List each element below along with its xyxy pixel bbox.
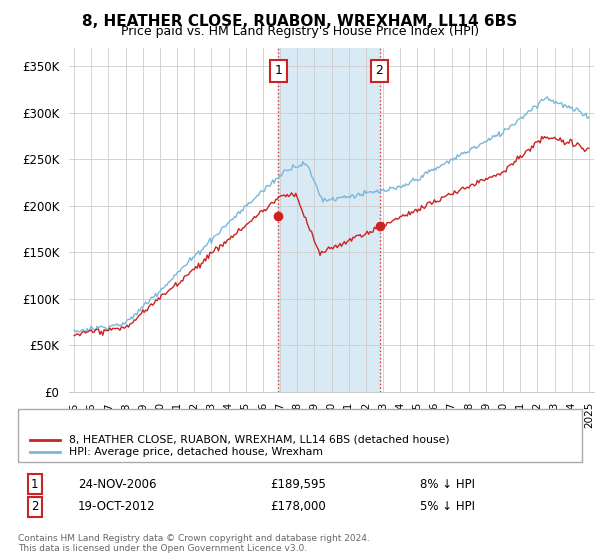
Text: 8% ↓ HPI: 8% ↓ HPI xyxy=(420,478,475,491)
Text: 8, HEATHER CLOSE, RUABON, WREXHAM, LL14 6BS (detached house): 8, HEATHER CLOSE, RUABON, WREXHAM, LL14 … xyxy=(69,435,449,445)
Text: Price paid vs. HM Land Registry's House Price Index (HPI): Price paid vs. HM Land Registry's House … xyxy=(121,25,479,38)
Text: £189,595: £189,595 xyxy=(270,478,326,491)
Text: 1: 1 xyxy=(31,478,38,491)
Text: HPI: Average price, detached house, Wrexham: HPI: Average price, detached house, Wrex… xyxy=(69,447,323,457)
Text: 2: 2 xyxy=(376,64,383,77)
Text: 2: 2 xyxy=(31,500,38,514)
Text: Contains HM Land Registry data © Crown copyright and database right 2024.
This d: Contains HM Land Registry data © Crown c… xyxy=(18,534,370,553)
Text: 1: 1 xyxy=(274,64,282,77)
Text: 24-NOV-2006: 24-NOV-2006 xyxy=(78,478,157,491)
Text: £178,000: £178,000 xyxy=(270,500,326,514)
Text: 5% ↓ HPI: 5% ↓ HPI xyxy=(420,500,475,514)
Bar xyxy=(278,48,380,392)
Text: 19-OCT-2012: 19-OCT-2012 xyxy=(78,500,155,514)
Text: 8, HEATHER CLOSE, RUABON, WREXHAM, LL14 6BS: 8, HEATHER CLOSE, RUABON, WREXHAM, LL14 … xyxy=(82,14,518,29)
